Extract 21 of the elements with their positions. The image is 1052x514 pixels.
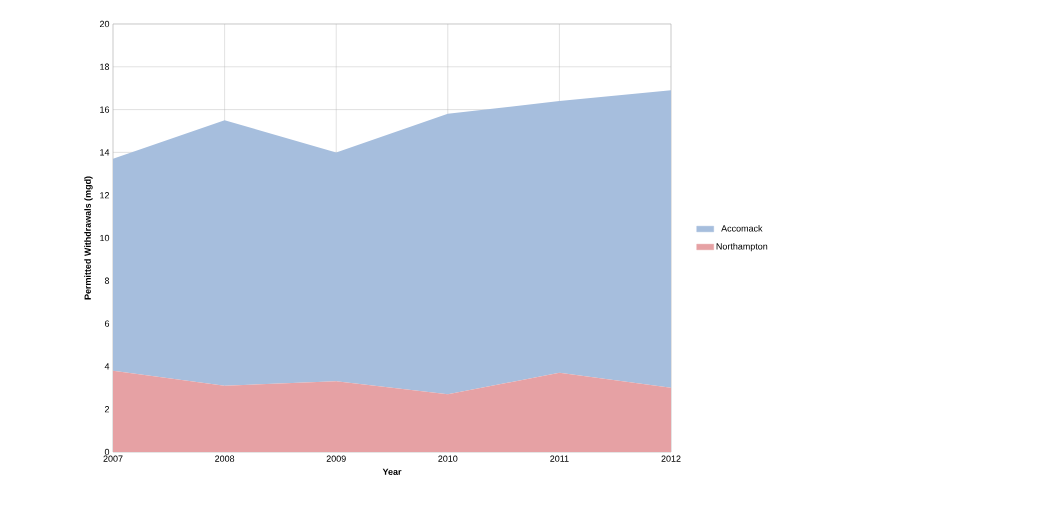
x-tick-label: 2011 [550,455,569,462]
y-tick-label: 2 [104,406,110,413]
y-tick-label: 18 [100,63,110,70]
legend-label: Accomack [721,225,763,232]
legend-label: Northampton [716,242,768,252]
y-tick-label: 10 [100,234,110,242]
x-tick-label: 2007 [103,455,123,462]
y-tick-label: 4 [104,363,110,370]
y-tick-label: 8 [104,277,110,284]
x-tick-label: 2009 [326,455,346,462]
y-tick-label: 6 [104,320,110,327]
y-tick-label: 14 [100,149,110,156]
x-tick-label: 2008 [215,455,235,462]
x-axis-title: Year [382,468,402,475]
x-tick-label: 2012 [661,455,681,462]
y-tick-label: 0 [104,448,110,456]
y-tick-label: 16 [100,106,110,113]
y-axis-title: Permitted Withdrawals (mgd) [84,176,93,300]
y-tick-label: 20 [99,20,110,28]
y-tick-label: 12 [100,192,110,199]
x-tick-label: 2010 [438,455,458,462]
